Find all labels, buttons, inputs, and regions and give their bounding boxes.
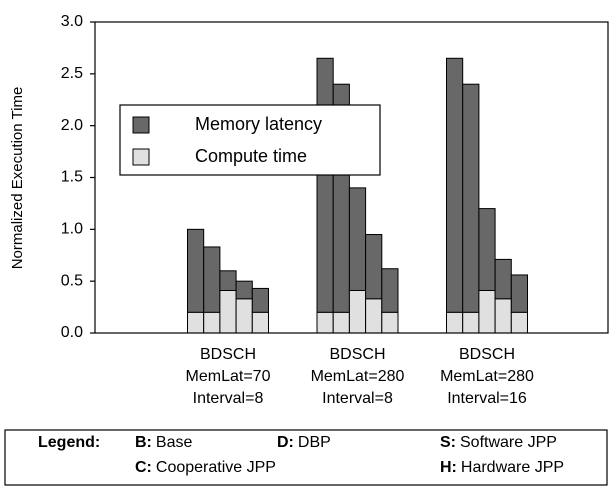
plot-frame (94, 21, 609, 334)
y-tick-label: 0.0 (61, 324, 83, 341)
bar-segment (446, 57, 464, 313)
bar-segment (381, 268, 399, 313)
key-entry: C: Cooperative JPP (135, 459, 276, 476)
key-entry: S: Software JPP (440, 434, 557, 451)
legend-swatch (132, 148, 150, 166)
x-tick-label: Interval=16 (447, 390, 527, 407)
y-tick-label: 0.5 (61, 272, 83, 289)
bar-segment (510, 274, 528, 313)
bar-segment (235, 298, 253, 334)
key-title: Legend: (38, 434, 100, 451)
bar-segment (348, 289, 367, 334)
bar-segment (381, 311, 399, 334)
key-code: H: (440, 459, 457, 476)
x-tick-label: Interval=8 (193, 390, 264, 407)
x-tick-label: BDSCH (200, 346, 256, 363)
bar-segment (462, 311, 480, 334)
bar-segment (462, 83, 480, 313)
key-text: Software JPP (460, 434, 557, 451)
bar-segment (365, 234, 383, 300)
legend-box (119, 104, 381, 176)
bar-segment (251, 287, 270, 313)
bar-segment (187, 311, 205, 334)
legend-label: Compute time (195, 146, 307, 166)
bar-segment (251, 311, 270, 334)
key-entry: D: DBP (277, 434, 331, 451)
key-code: S: (440, 434, 456, 451)
bar-segment (219, 270, 237, 291)
key-text: Hardware JPP (461, 459, 564, 476)
key-code: B: (135, 434, 152, 451)
bar-segment (494, 298, 512, 334)
bar-segment (510, 311, 528, 334)
y-tick-label: 1.5 (61, 169, 83, 186)
bar-segment (203, 246, 221, 313)
bar-segment (446, 311, 464, 334)
bar-segment (316, 311, 334, 334)
x-tick-label: BDSCH (459, 346, 515, 363)
y-tick-label: 2.5 (61, 65, 83, 82)
key-entry: H: Hardware JPP (440, 459, 564, 476)
bar-segment (332, 311, 350, 334)
key-text: DBP (298, 434, 331, 451)
key-code: C: (135, 459, 152, 476)
key-code: D: (277, 434, 294, 451)
bar-segment (494, 258, 512, 300)
key-text: Base (156, 434, 193, 451)
x-tick-label: MemLat=280 (440, 368, 534, 385)
key-box (4, 429, 608, 486)
y-tick-label: 2.0 (61, 117, 83, 134)
y-axis-label: Normalized Execution Time (9, 87, 26, 270)
bar-segment (187, 228, 205, 313)
legend-swatch (132, 116, 150, 134)
bar-segment (478, 289, 496, 334)
bar-segment (348, 187, 367, 291)
bar-segment (478, 208, 496, 291)
x-tick-label: MemLat=70 (186, 368, 271, 385)
bar-segment (235, 280, 253, 300)
bar-segment (316, 57, 334, 313)
key-text: Cooperative JPP (156, 459, 276, 476)
legend-label: Memory latency (195, 114, 322, 134)
y-tick-label: 3.0 (61, 13, 83, 30)
x-tick-label: BDSCH (329, 346, 385, 363)
key-entry: B: Base (135, 434, 192, 451)
y-tick-label: 1.0 (61, 221, 83, 238)
bar-segment (203, 311, 221, 334)
x-tick-label: MemLat=280 (311, 368, 405, 385)
x-tick-label: Interval=8 (322, 390, 393, 407)
bar-segment (365, 298, 383, 334)
bar-segment (219, 289, 237, 334)
